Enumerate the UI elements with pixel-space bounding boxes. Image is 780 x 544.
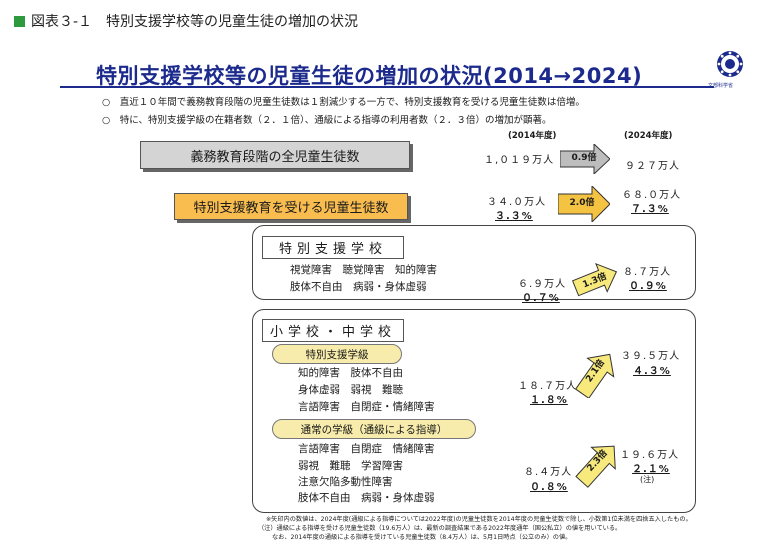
tsukyu-line-4: 肢体不自由 病弱・身体虚弱 xyxy=(298,492,435,504)
ratio-arrow-icon xyxy=(572,262,618,297)
tsukyu-2024-percent: ２.１% xyxy=(632,464,670,475)
logo-text: 文部科学省 xyxy=(708,83,734,89)
ratio-arrow-icon xyxy=(575,445,616,488)
tsukyu-line-2: 弱視 難聴 学習障害 xyxy=(298,460,403,472)
special-2014-percent: ３.３% xyxy=(495,211,533,222)
main-title: 特別支援学校等の児童生徒の増加の状況(2014→2024) xyxy=(96,64,643,88)
ratio-arrow-icon xyxy=(574,353,615,398)
year-2014-header: (2014年度) xyxy=(508,131,557,141)
tsukyu-2014-value: ８.４万人 xyxy=(524,467,573,478)
special-2024-value: ６８.０万人 xyxy=(622,190,682,201)
class-2014-percent: １.８% xyxy=(530,395,568,406)
tsukyu-line-3: 注意欠陥多動性障害 xyxy=(298,476,393,488)
title-underline xyxy=(60,86,714,88)
school-2014-percent: ０.７% xyxy=(522,293,560,304)
special-class-line-3: 言語障害 自閉症・情緒障害 xyxy=(298,401,435,413)
ratio-arrow-icon xyxy=(560,144,610,174)
elementary-junior-panel xyxy=(252,309,696,513)
elementary-junior-title: 小学校・中学校 xyxy=(262,319,404,342)
footnote-2: （注）通級による指導を受ける児童生徒数（19.6万人）は、最新の調査結果である2… xyxy=(258,525,622,532)
special-class-label: 特別支援学級 xyxy=(272,344,402,364)
class-2014-value: １８.７万人 xyxy=(518,381,578,392)
figure-label: 図表３-１ 特別支援学校等の児童生徒の増加の状況 xyxy=(14,11,358,31)
total-students-box: 義務教育段階の全児童生徒数 xyxy=(140,141,410,169)
total-2014-value: １,０１９万人 xyxy=(484,155,555,166)
special-school-line-2: 肢体不自由 病弱・身体虚弱 xyxy=(290,281,427,293)
tsukyu-2024-value: １９.６万人 xyxy=(620,450,680,461)
school-2024-percent: ０.９% xyxy=(629,281,667,292)
school-2024-value: ８.７万人 xyxy=(623,267,672,278)
green-square-icon xyxy=(14,16,25,27)
tsukyu-line-1: 言語障害 自閉症 情緒障害 xyxy=(298,443,435,455)
special-ratio-label: 2.0倍 xyxy=(569,198,595,208)
class-2024-percent: ４.３% xyxy=(633,366,671,377)
bullet-1: ○ 直近１０年間で義務教育段階の児童生徒数は１割減少する一方で、特別支援教育を受… xyxy=(102,97,585,108)
special-education-box: 特別支援教育を受ける児童生徒数 xyxy=(174,193,408,220)
footnote-1: ※矢印内の数値は、2024年度(通級による指導については2022年度)の児童生徒… xyxy=(266,516,692,523)
class-2024-value: ３９.５万人 xyxy=(621,351,681,362)
footnote-3: なお、2014年度の通級による指導を受けている児童生徒数（8.4万人）は、5月1… xyxy=(272,534,572,541)
tsukyu-note-mark: (注) xyxy=(640,475,655,484)
total-ratio-label: 0.9倍 xyxy=(571,153,597,163)
special-class-line-1: 知的障害 肢体不自由 xyxy=(298,367,403,379)
special-2014-value: ３４.０万人 xyxy=(487,197,547,208)
total-2024-value: ９２７万人 xyxy=(625,161,680,172)
tsukyu-label: 通常の学級（通級による指導） xyxy=(272,419,476,439)
special-school-line-1: 視覚障害 聴覚障害 知的障害 xyxy=(290,264,437,276)
bullet-2: ○ 特に、特別支援学級の在籍者数（２．１倍）、通級による指導の利用者数（２．３倍… xyxy=(102,115,552,126)
tsukyu-2014-percent: ０.８% xyxy=(530,482,568,493)
school-2014-value: ６.９万人 xyxy=(518,279,567,290)
special-class-line-2: 身体虚弱 弱視 難聴 xyxy=(298,384,403,396)
year-2024-header: (2024年度) xyxy=(624,131,673,141)
ratio-arrow-icon xyxy=(558,186,610,222)
special-2024-percent: ７.３% xyxy=(631,204,669,215)
mext-logo-icon xyxy=(717,51,743,77)
special-school-title: 特別支援学校 xyxy=(262,236,404,259)
